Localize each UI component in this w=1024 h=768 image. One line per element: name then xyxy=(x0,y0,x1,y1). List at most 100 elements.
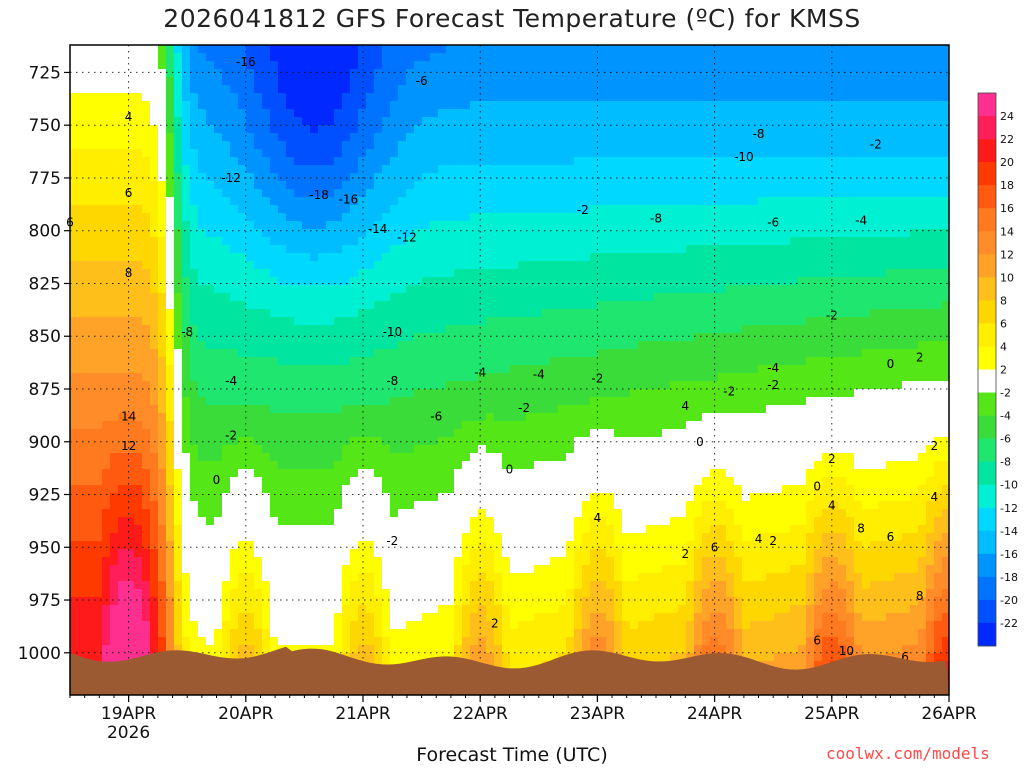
colorbar-tick-label: 20 xyxy=(1000,156,1014,169)
contour-label: -8 xyxy=(181,325,193,339)
contour-label: -8 xyxy=(386,374,398,388)
colorbar-tick-label: -4 xyxy=(1000,410,1011,423)
colorbar-tick-label: 16 xyxy=(1000,202,1014,215)
colorbar-swatch xyxy=(978,553,996,578)
y-tick-label: 875 xyxy=(29,380,61,400)
colorbar-swatch xyxy=(978,576,996,601)
contour-label: -10 xyxy=(734,150,754,164)
contour-label: -16 xyxy=(339,192,359,206)
contour-label: -18 xyxy=(309,188,329,202)
colorbar-tick-label: 2 xyxy=(1000,364,1007,377)
contour-label: -4 xyxy=(225,374,237,388)
colorbar-tick-label: -2 xyxy=(1000,387,1011,400)
colorbar-swatch xyxy=(978,185,996,209)
contour-label: -8 xyxy=(650,211,662,225)
contour-label: -16 xyxy=(236,55,256,69)
colorbar-swatch xyxy=(978,622,996,647)
colorbar-tick-label: 14 xyxy=(1000,225,1014,238)
colorbar-swatch xyxy=(978,415,996,439)
contour-label: 6 xyxy=(125,186,133,200)
colorbar-tick-label: -14 xyxy=(1000,525,1018,538)
contour-label: -8 xyxy=(753,127,765,141)
terrain-surface xyxy=(70,646,949,695)
x-tick-label: 19APR xyxy=(101,704,157,724)
contour-label: 10 xyxy=(839,644,854,658)
contour-label: 6 xyxy=(711,540,719,554)
x-tick-label: 22APR xyxy=(453,704,509,724)
colorbar-swatch xyxy=(978,346,996,370)
contour-label: 6 xyxy=(813,633,821,647)
contour-label: 14 xyxy=(121,410,136,424)
colorbar-swatch xyxy=(978,530,996,555)
contour-label: 0 xyxy=(506,462,514,476)
contour-label: 4 xyxy=(125,110,133,124)
contour-label: 4 xyxy=(931,490,939,504)
contour-label: -2 xyxy=(518,401,530,415)
temperature-field xyxy=(70,45,949,695)
contour-label: 8 xyxy=(125,266,133,280)
contour-label: 0 xyxy=(887,357,895,371)
colorbar-tick-label: 24 xyxy=(1000,110,1014,123)
colorbar-tick-label: 18 xyxy=(1000,179,1014,192)
contour-label: -2 xyxy=(386,534,398,548)
x-tick-label: 25APR xyxy=(804,704,860,724)
contour-label: 0 xyxy=(213,473,221,487)
colorbar-tick-label: 4 xyxy=(1000,340,1007,353)
contour-label: 2 xyxy=(769,534,777,548)
colorbar-swatch xyxy=(978,277,996,301)
contour-label: -2 xyxy=(826,308,838,322)
colorbar-swatch xyxy=(978,254,996,278)
contour-label: -2 xyxy=(723,384,735,398)
contour-label: 2 xyxy=(828,452,836,466)
colorbar-tick-label: -22 xyxy=(1000,617,1018,630)
contour-label: -6 xyxy=(416,74,428,88)
colorbar-swatch xyxy=(978,116,996,140)
x-year-label: 2026 xyxy=(107,723,150,743)
y-tick-label: 975 xyxy=(29,591,61,611)
x-tick-label: 21APR xyxy=(335,704,391,724)
colorbar-swatch xyxy=(978,162,996,186)
contour-label: -6 xyxy=(430,410,442,424)
credit-link[interactable]: coolwx.com/models xyxy=(826,744,990,763)
contour-label: 6 xyxy=(901,650,909,664)
colorbar-tick-label: 8 xyxy=(1000,294,1007,307)
colorbar-swatch xyxy=(978,231,996,255)
contour-label: -4 xyxy=(767,361,779,375)
colorbar-tick-label: -8 xyxy=(1000,456,1011,469)
contour-label: 0 xyxy=(696,435,704,449)
contour-label: 6 xyxy=(887,530,895,544)
x-axis: 19APR 20APR 21APR 22APR 23APR 24APR 25APR 26APR xyxy=(69,695,977,724)
contour-label: 2 xyxy=(681,547,689,561)
colorbar-tick-label: -10 xyxy=(1000,479,1018,492)
colorbar-swatch xyxy=(978,461,996,486)
y-tick-label: 750 xyxy=(29,116,61,136)
contour-label: -10 xyxy=(382,325,402,339)
y-axis: 725 750 775 800 825 850 875 900 925 950 975 1000 xyxy=(18,63,70,664)
contour-label: -4 xyxy=(474,365,486,379)
colorbar-tick-label: -18 xyxy=(1000,571,1018,584)
y-tick-label: 950 xyxy=(29,538,61,558)
contour-label: -4 xyxy=(855,213,867,227)
colorbar-swatch xyxy=(978,392,996,416)
colorbar: 24 22 20 18 16 14 12 10 8 6 4 2 -2 -4 -6 -8 -10 -12 -14 -16… xyxy=(977,92,1018,647)
contour-label: 4 xyxy=(594,511,602,525)
contour-label: -12 xyxy=(221,171,241,185)
contour-label: 4 xyxy=(828,498,836,512)
colorbar-tick-label: 10 xyxy=(1000,271,1014,284)
colorbar-tick-label: -6 xyxy=(1000,433,1011,446)
y-tick-label: 775 xyxy=(29,169,61,189)
contour-label: 12 xyxy=(121,439,136,453)
x-tick-label: 23APR xyxy=(570,704,626,724)
contour-labels: -16 -6 4 6 6 8 -12 -18 -16 -14 -12 -2 -10 -8 -8 -6 -4 -2 -… xyxy=(66,55,938,664)
contour-label: -2 xyxy=(870,137,882,151)
colorbar-swatch xyxy=(978,438,996,462)
y-tick-label: 900 xyxy=(29,433,61,453)
colorbar-tick-label: 22 xyxy=(1000,133,1014,146)
colorbar-frame xyxy=(977,92,997,647)
contour-label: -2 xyxy=(591,372,603,386)
contour-label: 2 xyxy=(931,439,939,453)
colorbar-tick-label: 6 xyxy=(1000,317,1007,330)
contour-label: 2 xyxy=(916,351,924,365)
colorbar-swatch xyxy=(978,93,996,117)
y-tick-label: 725 xyxy=(29,63,61,83)
